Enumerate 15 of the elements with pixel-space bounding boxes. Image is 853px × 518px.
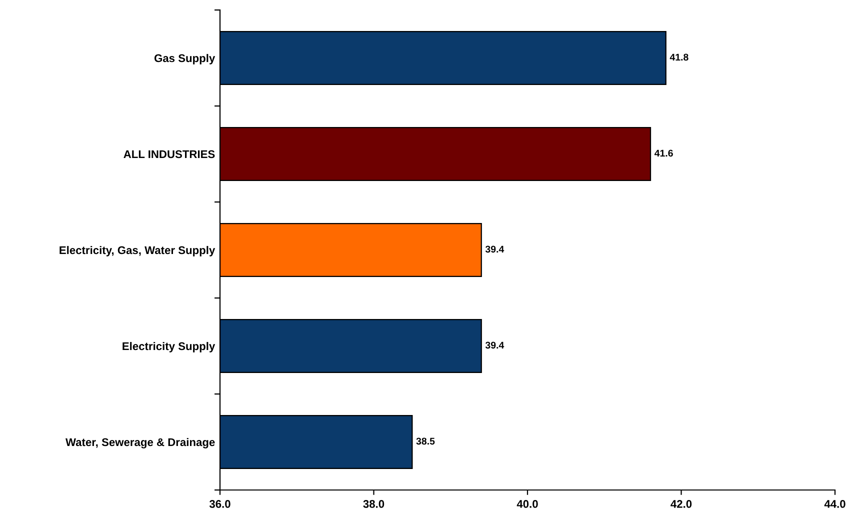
data-label: 39.4 bbox=[485, 342, 504, 349]
y-tick-label: Water, Sewerage & Drainage bbox=[66, 438, 215, 448]
x-tick-label: 40.0 bbox=[516, 500, 538, 508]
data-label: 41.6 bbox=[654, 150, 673, 157]
y-tick-label: Gas Supply bbox=[154, 54, 216, 64]
x-tick-label: 44.0 bbox=[824, 500, 846, 508]
x-tick-label: 38.0 bbox=[363, 500, 384, 508]
data-label: 39.4 bbox=[485, 246, 504, 253]
y-tick-label: Electricity Supply bbox=[122, 342, 216, 352]
x-tick-label: 42.0 bbox=[670, 500, 692, 508]
data-label: 41.8 bbox=[670, 54, 688, 61]
y-tick-label: Electricity, Gas, Water Supply bbox=[60, 246, 216, 256]
x-tick-label: 36.0 bbox=[209, 500, 230, 508]
y-tick-label: ALL INDUSTRIES bbox=[124, 150, 215, 158]
data-label: 38.5 bbox=[416, 438, 435, 445]
